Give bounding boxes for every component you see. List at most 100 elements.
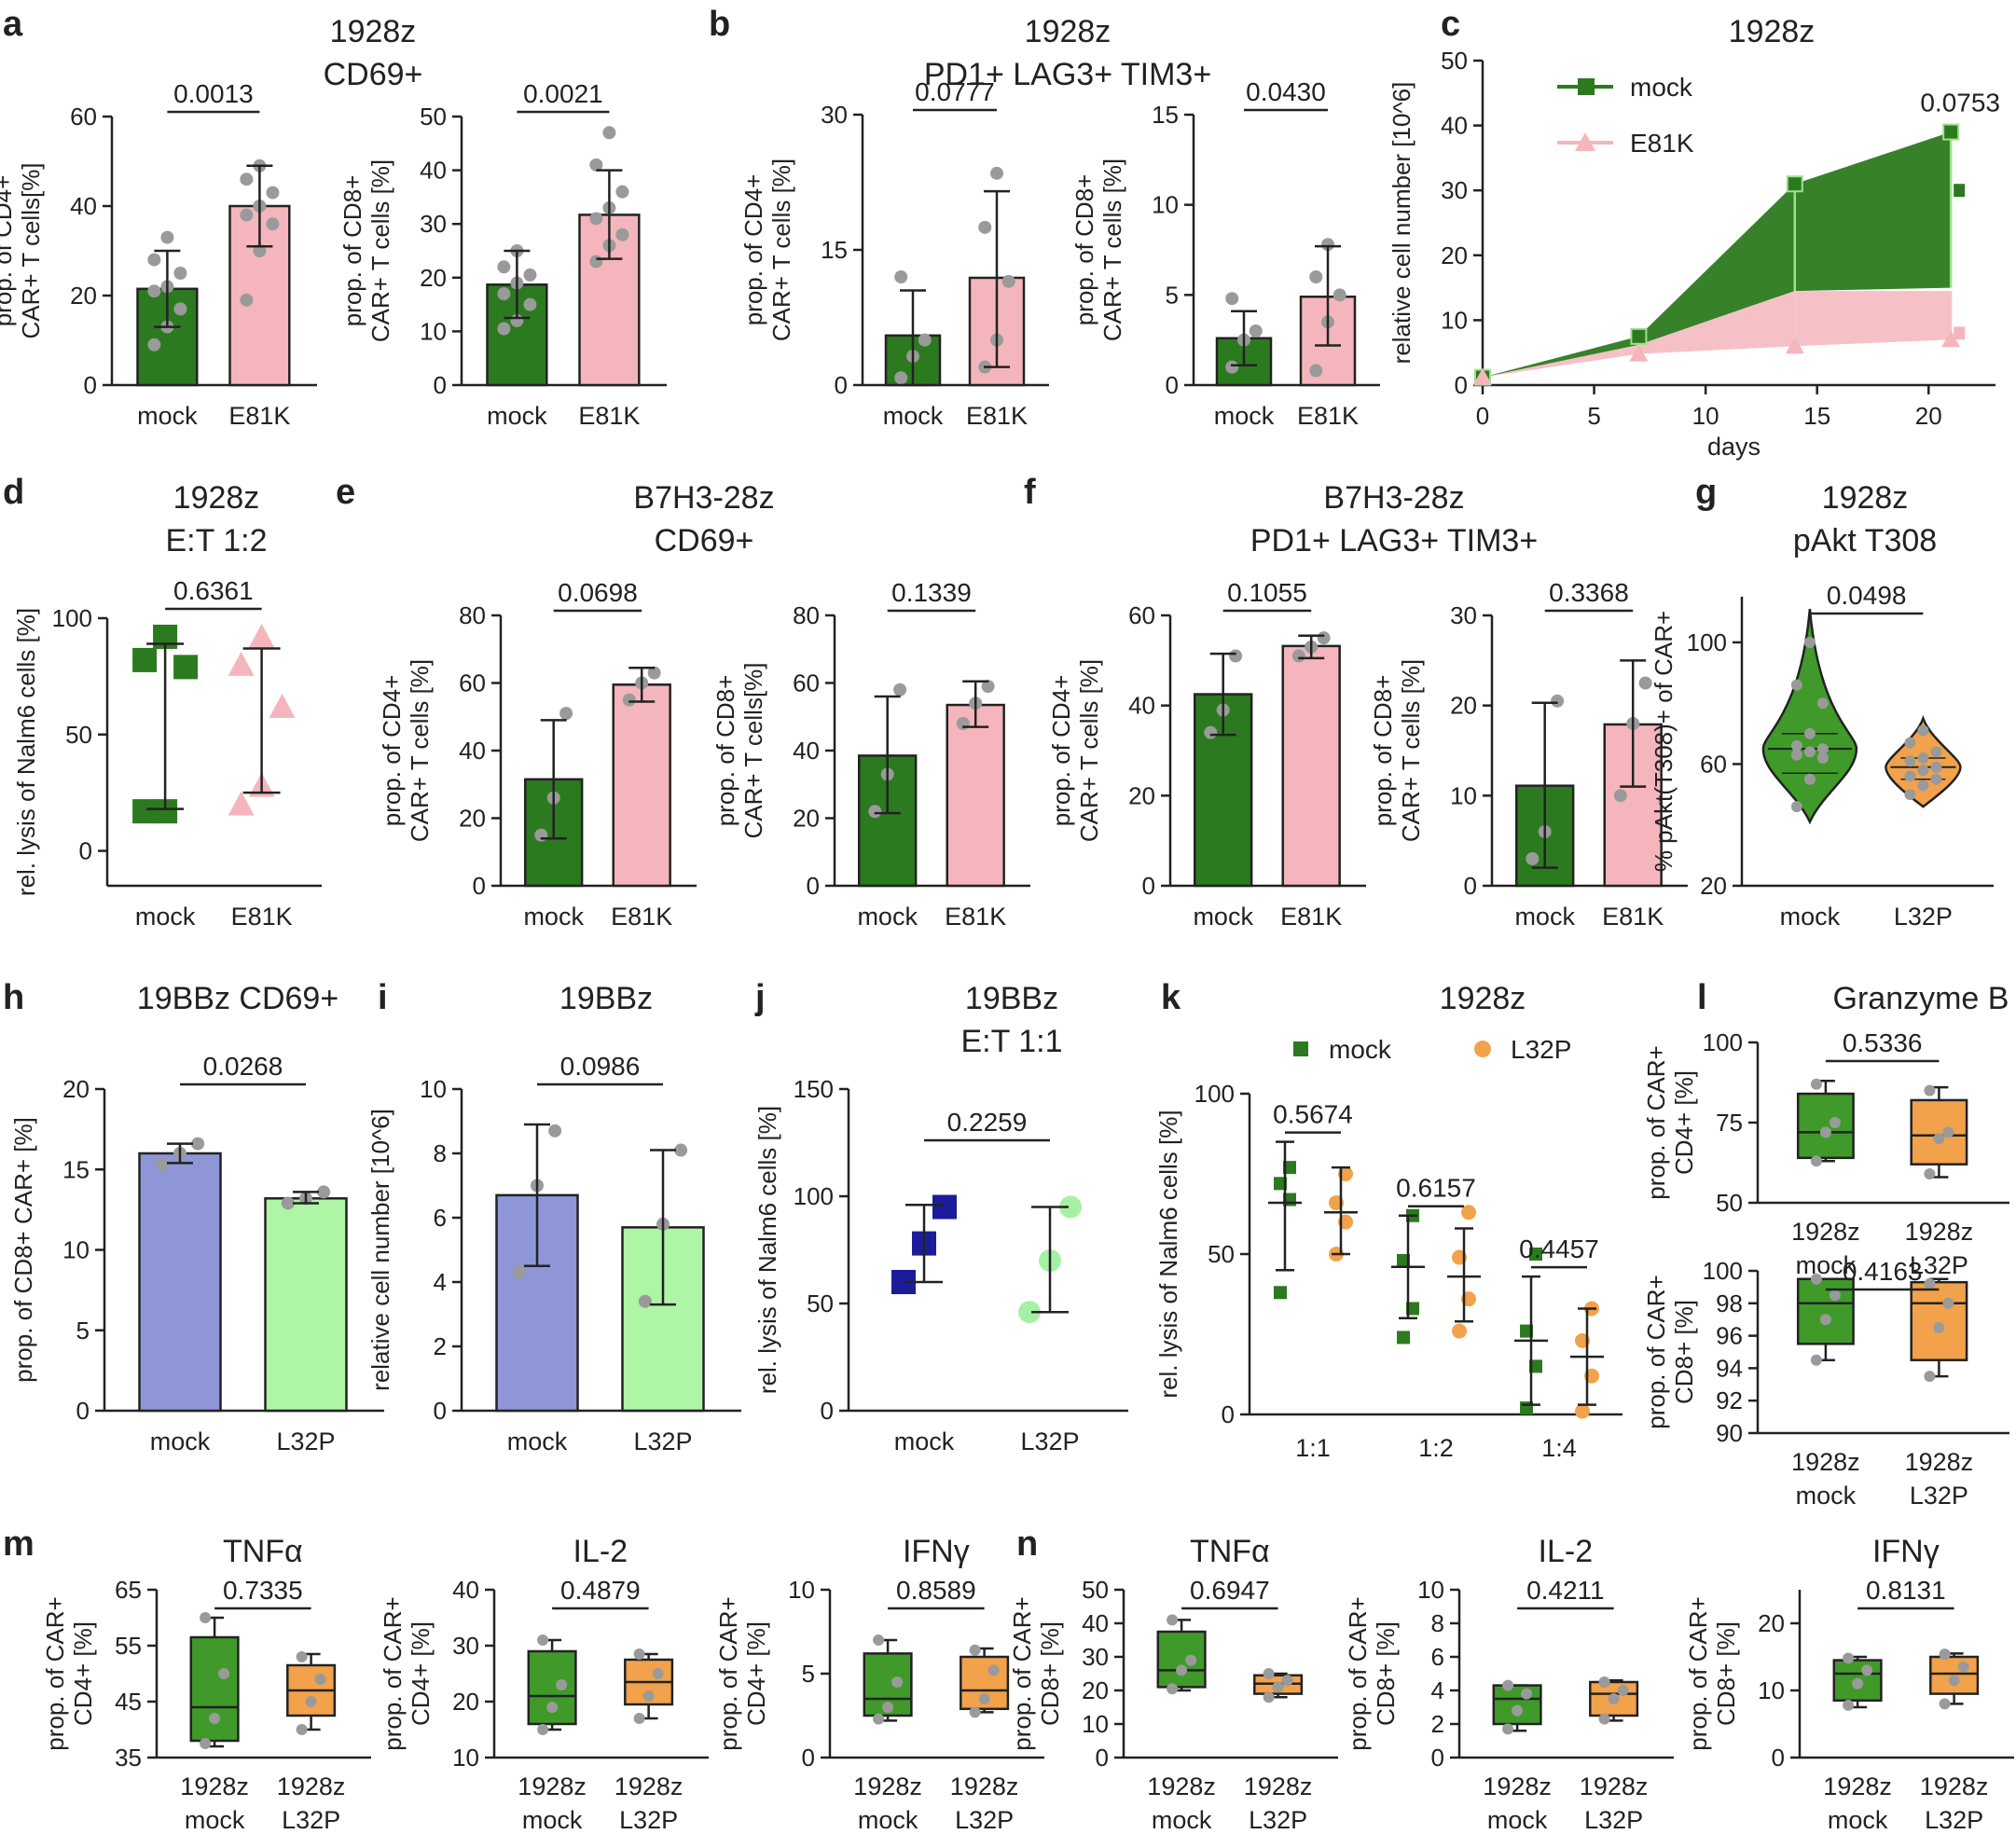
a1-point <box>266 186 280 200</box>
g-point <box>1917 779 1929 792</box>
f2-y-tick-label: 30 <box>1450 601 1477 629</box>
k-x-tick-label: 1:1 <box>1295 1434 1331 1462</box>
l2-point <box>1829 1289 1841 1302</box>
a1-y-tick-label: 40 <box>70 192 97 220</box>
c-pvalue: 0.0753 <box>1920 89 2000 117</box>
b2-point <box>1225 292 1239 306</box>
m2-point <box>546 1702 559 1713</box>
k-point-mock <box>1397 1331 1410 1345</box>
n1-y-axis-label: prop. of CAR+ <box>1008 1596 1036 1750</box>
n3-point <box>1843 1699 1855 1711</box>
n1-point <box>1263 1668 1275 1679</box>
n2-y-tick-label: 10 <box>1417 1576 1444 1604</box>
k-y-axis-label: rel. lysis of Nalm6 cells [%] <box>1154 1110 1182 1398</box>
i-y-tick-label: 2 <box>434 1332 447 1360</box>
panel-label-f: f <box>1024 473 1036 512</box>
j-y-tick-label: 150 <box>794 1075 834 1103</box>
h-x-tick-label: L32P <box>276 1427 335 1455</box>
j-x-tick-label: L32P <box>1020 1427 1079 1455</box>
l2-y-tick-label: 98 <box>1716 1289 1743 1317</box>
m2-point <box>652 1668 664 1679</box>
m2-y-tick-label: 20 <box>452 1688 479 1716</box>
k-legend-L32P-marker <box>1474 1041 1491 1057</box>
f1-y-tick-label: 0 <box>1142 872 1155 900</box>
n1-point <box>1263 1691 1275 1703</box>
g-point <box>1816 743 1829 755</box>
panel-label-l: l <box>1697 978 1707 1017</box>
a1-point <box>160 230 174 244</box>
m3-y-tick-label: 10 <box>788 1576 815 1604</box>
c-x-tick-label: 15 <box>1803 402 1830 430</box>
i-y-tick-label: 0 <box>434 1397 447 1425</box>
b2-point <box>1332 288 1346 302</box>
m2-y-axis-label: CD4+ [%] <box>407 1621 435 1726</box>
e2-point <box>981 680 995 694</box>
b1-pvalue: 0.0777 <box>915 77 995 106</box>
c-x-tick-label: 0 <box>1476 402 1489 430</box>
e2-y-axis-label: CAR+ T cells[%] <box>739 662 767 838</box>
n2-point <box>1598 1676 1610 1688</box>
m3-x-tick-label: 1928z <box>853 1772 922 1800</box>
n3-point <box>1861 1664 1873 1676</box>
e2-pvalue: 0.1339 <box>891 578 972 607</box>
h-y-tick-label: 0 <box>76 1397 90 1425</box>
n1-x-tick-label: mock <box>1152 1806 1212 1834</box>
m2-y-tick-label: 30 <box>452 1632 479 1660</box>
a1-point <box>253 244 267 257</box>
c-area-E81K <box>1483 291 1952 378</box>
a2-y-tick-label: 0 <box>434 371 447 399</box>
n2-title: IL-2 <box>1539 1534 1594 1569</box>
f1-y-axis-label: CAR+ T cells [%] <box>1075 659 1103 842</box>
d-point-triangle <box>269 693 296 718</box>
l2-point <box>1819 1314 1831 1326</box>
c-legend-E81K-marker <box>1575 132 1595 151</box>
g-point <box>1790 749 1802 761</box>
g-point <box>1904 737 1916 749</box>
panel-title-g: 1928z <box>1822 480 1909 516</box>
a2-y-tick-label: 20 <box>420 264 447 292</box>
n2-y-axis-label: prop. of CAR+ <box>1344 1596 1372 1750</box>
e1-y-tick-label: 20 <box>459 805 486 833</box>
m3-point <box>987 1664 1000 1676</box>
a2-point <box>523 297 537 311</box>
l2-x-tick-label: 1928z <box>1905 1448 1974 1476</box>
a1-y-axis-label: CAR+ T cells[%] <box>17 162 45 338</box>
m3-point <box>969 1644 981 1656</box>
panel-title-e: B7H3-28z <box>633 480 774 516</box>
c-y-tick-label: 20 <box>1441 241 1468 269</box>
k-point-L32P <box>1461 1205 1476 1221</box>
f1-bar-E81K <box>1281 644 1341 888</box>
d-pvalue: 0.6361 <box>173 576 254 605</box>
c-marker-mock <box>1630 327 1648 345</box>
g-point <box>1917 724 1929 737</box>
n2-point <box>1512 1704 1524 1717</box>
m1-point <box>218 1668 230 1679</box>
b1-x-tick-label: mock <box>883 402 944 430</box>
n1-title: TNFα <box>1190 1534 1270 1569</box>
i-point <box>512 1265 526 1279</box>
b2-x-tick-label: mock <box>1214 402 1275 430</box>
l2-point <box>1933 1321 1945 1333</box>
l1-point <box>1810 1155 1822 1167</box>
m3-y-axis-label: prop. of CAR+ <box>714 1596 742 1750</box>
f2-x-tick-label: E81K <box>1602 903 1664 931</box>
n1-y-tick-label: 10 <box>1082 1710 1109 1738</box>
c-y-axis-label: relative cell number [10^6] <box>1388 82 1415 365</box>
l1-x-tick-label: 1928z <box>1905 1218 1974 1246</box>
d-point-square <box>132 647 158 672</box>
m1-point <box>296 1724 308 1735</box>
b1-point <box>978 220 992 234</box>
h-x-tick-label: mock <box>150 1427 211 1455</box>
f2-y-tick-label: 10 <box>1450 781 1477 809</box>
k-legend-mock: mock <box>1329 1035 1392 1064</box>
b2-point <box>1249 324 1263 338</box>
m2-title: IL-2 <box>573 1534 628 1569</box>
c-y-tick-label: 30 <box>1441 176 1468 204</box>
a1-x-tick-label: E81K <box>228 402 290 430</box>
g-y-axis-label: % pAkt(T308)+ of CAR+ <box>1650 611 1678 872</box>
n1-y-tick-label: 0 <box>1096 1744 1109 1772</box>
d-y-tick-label: 0 <box>79 837 92 865</box>
d-point-triangle <box>248 623 275 648</box>
l1-point <box>1924 1084 1936 1096</box>
c-x-axis-label: days <box>1707 433 1761 461</box>
